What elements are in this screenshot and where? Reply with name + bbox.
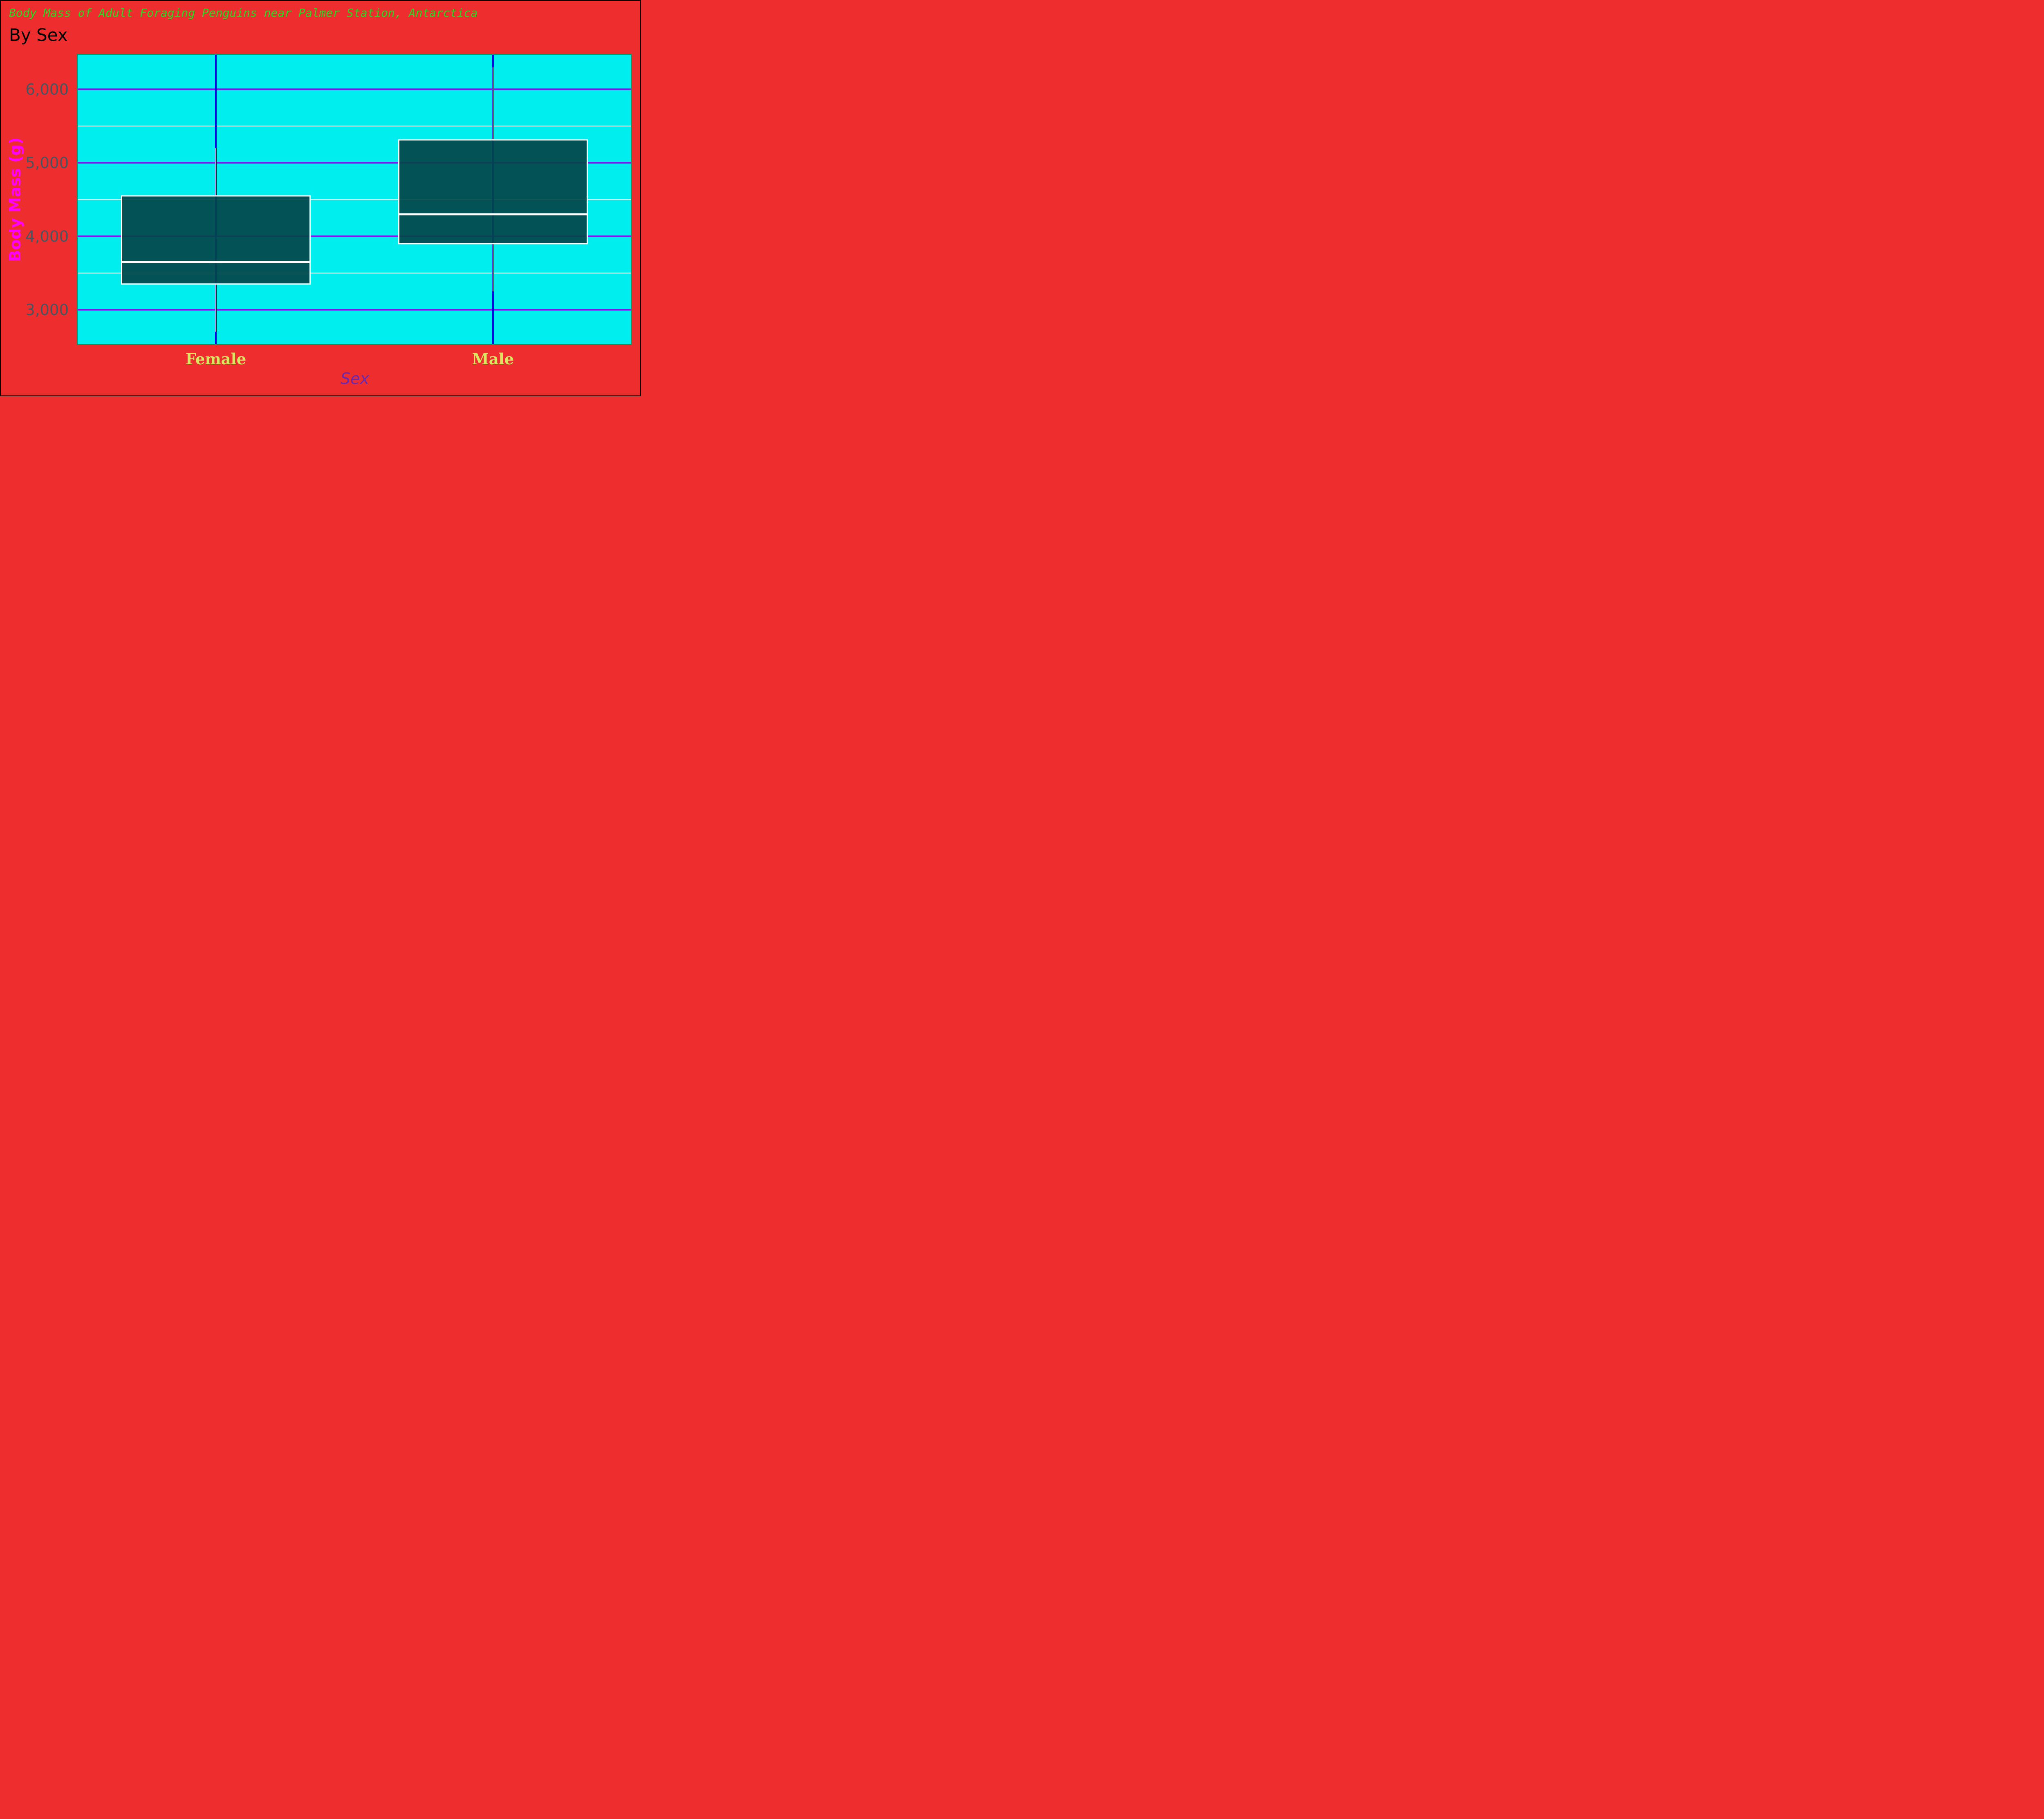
chart-subtitle: By Sex <box>9 25 68 45</box>
y-axis-tick-labels: 3,000 4,000 5,000 6,000 <box>25 81 69 318</box>
x-tick-label: Male <box>472 350 514 368</box>
x-axis-tick-labels: Female Male <box>186 350 514 368</box>
box-female <box>121 148 311 332</box>
chart-canvas: Body Mass of Adult Foraging Penguins nea… <box>0 0 641 396</box>
x-axis-title: Sex <box>341 370 370 388</box>
y-tick-label: 6,000 <box>25 81 69 98</box>
plot-panel-border <box>77 54 632 345</box>
chart-figure: Body Mass of Adult Foraging Penguins nea… <box>0 0 641 396</box>
y-tick-label: 3,000 <box>25 301 69 319</box>
y-axis-title: Body Mass (g) <box>6 137 24 262</box>
box-series <box>121 67 588 332</box>
x-tick-label: Female <box>186 350 247 368</box>
box-body <box>121 195 311 285</box>
y-tick-label: 4,000 <box>25 228 69 245</box>
box-male <box>398 67 588 292</box>
y-tick-label: 5,000 <box>25 154 69 172</box>
chart-title: Body Mass of Adult Foraging Penguins nea… <box>9 6 477 20</box>
box-body <box>398 139 588 244</box>
